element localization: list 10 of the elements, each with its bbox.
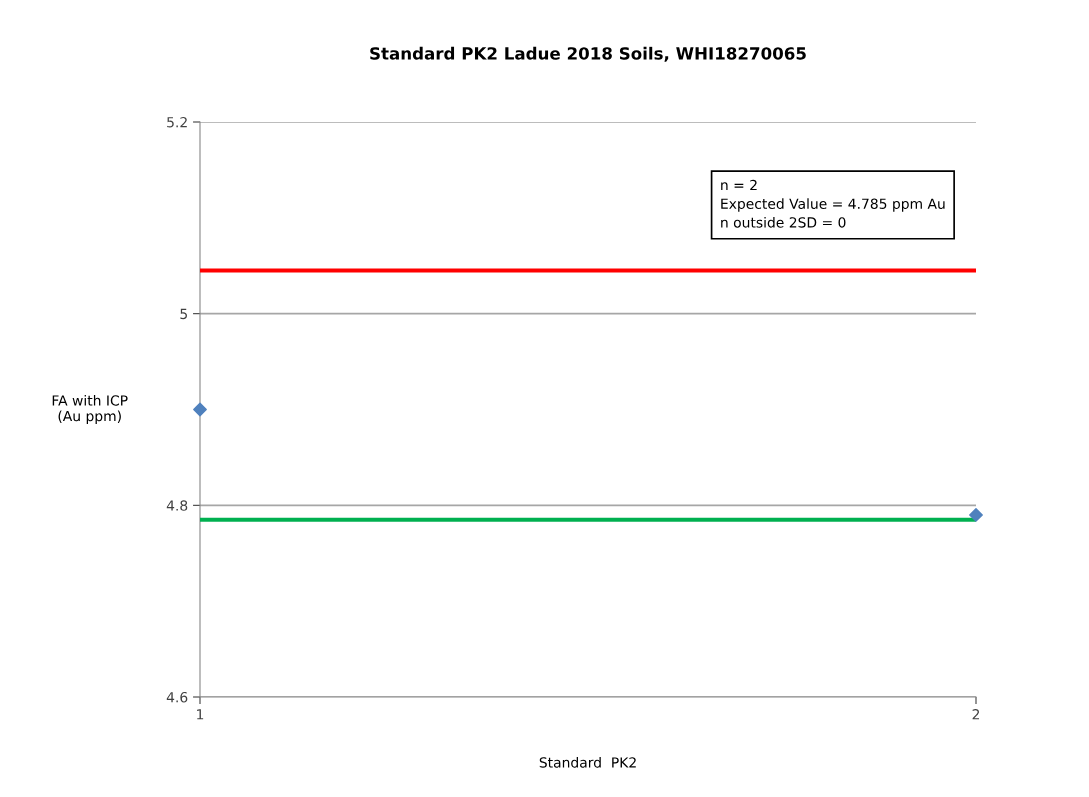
x-tick-label: 1 [197, 709, 204, 720]
x-axis-title: Standard PK2 [539, 756, 636, 768]
y-tick-label: 5 [180, 308, 187, 320]
y-tick-label: 4.6 [166, 691, 188, 703]
chart-title: Standard PK2 Ladue 2018 Soils, WHI18270065 [370, 46, 806, 62]
x-tick-label: 2 [972, 709, 980, 720]
annotation: n = 2 Expected Value = 4.785 ppm Au n outside 2SD = 0 [721, 179, 945, 228]
y-axis-title: FA with ICP (Au ppm) [52, 395, 128, 424]
y-tick-label: 5.2 [167, 116, 187, 128]
y-tick-label: 4.8 [166, 500, 188, 511]
